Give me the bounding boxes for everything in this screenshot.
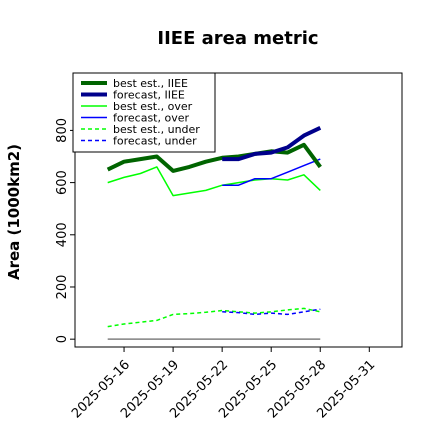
series-line-1 [222, 125, 322, 162]
plot-area [106, 125, 322, 340]
y-tick-label-0: 0 [55, 335, 70, 343]
plot-frame [74, 72, 403, 348]
legend-label-5: forecast, under [113, 135, 197, 148]
y-axis-label: Area (1000km2) [5, 144, 23, 280]
legend-label-1: forecast, IIEE [113, 89, 185, 102]
y-tick-label-3: 600 [55, 170, 70, 195]
legend-box [72, 72, 216, 153]
chart-title: IIEE area metric [157, 28, 318, 49]
series-line-2 [107, 166, 321, 197]
series-line-5 [222, 308, 321, 316]
legend-label-4: best est., under [113, 123, 200, 136]
legend-label-3: forecast, over [113, 112, 189, 125]
legend-label-2: best est., over [113, 100, 193, 113]
series-line-3 [222, 158, 321, 186]
y-tick-label-1: 200 [55, 275, 70, 300]
legend-label-0: best est., IIEE [113, 77, 188, 90]
series-line-0 [106, 142, 322, 173]
y-tick-label-2: 400 [55, 222, 70, 247]
y-tick-label-4: 800 [55, 118, 70, 143]
series-line-4 [107, 307, 321, 328]
